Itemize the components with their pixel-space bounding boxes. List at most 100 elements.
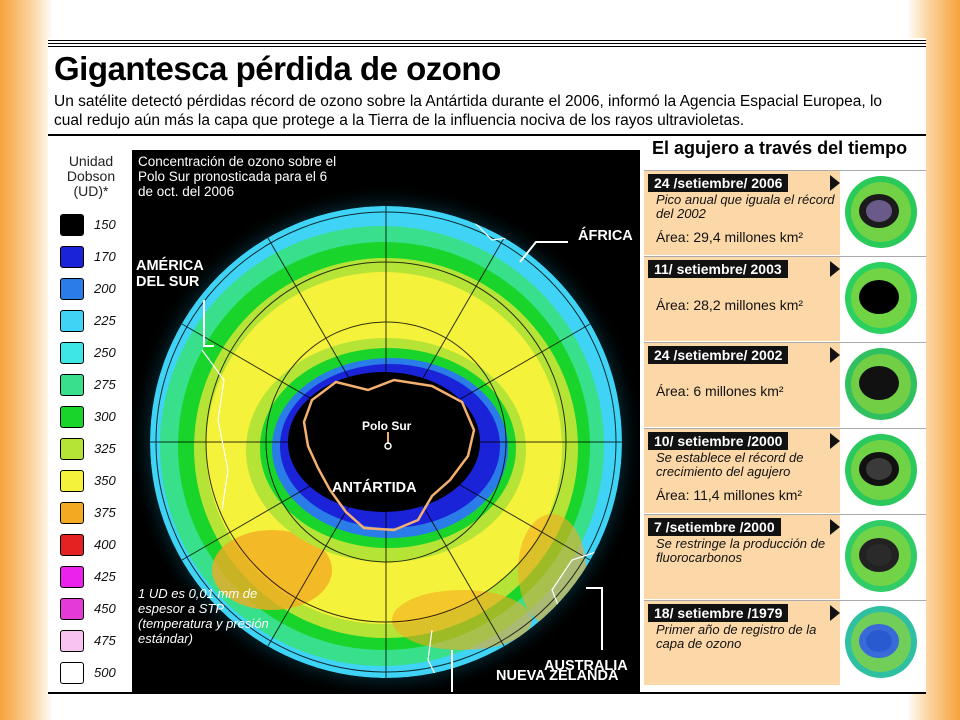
- top-rule: [48, 43, 926, 44]
- legend-swatch: [60, 630, 84, 652]
- legend-value: 375: [94, 505, 116, 520]
- ozone-patch: [392, 590, 532, 650]
- globe-graphic: [845, 606, 917, 678]
- legend-value: 475: [94, 633, 116, 648]
- new-zealand-leader: [451, 650, 453, 692]
- timeline-date: 10/ setiembre /2000: [648, 432, 789, 450]
- legend-item: 170: [60, 246, 132, 272]
- label-antarctica: ANTÁRTIDA: [332, 480, 417, 496]
- globe-core: [866, 630, 892, 652]
- antarctica-outline: [302, 378, 476, 532]
- legend-value: 150: [94, 217, 116, 232]
- infographic-panel: Gigantesca pérdida de ozono Un satélite …: [48, 38, 926, 694]
- label-south-pole: Polo Sur: [362, 419, 412, 433]
- arrow-right-icon: [830, 175, 840, 191]
- bottom-rule: [48, 692, 926, 694]
- timeline-area: Área: 28,2 millones km²: [656, 297, 804, 313]
- dobson-legend: Unidad Dobson (UD)* 150 170 200 225 250 275 30…: [56, 150, 128, 692]
- legend-swatch: [60, 374, 84, 396]
- legend-item: 225: [60, 310, 132, 336]
- timeline-heading: El agujero a través del tiempo: [652, 138, 908, 158]
- legend-item: 325: [60, 438, 132, 464]
- globe-graphic: [845, 348, 917, 420]
- legend-item: 425: [60, 566, 132, 592]
- arrow-right-icon: [830, 261, 840, 277]
- timeline-entry: 24 /setiembre/ 2006 Pico anual que iguala…: [644, 170, 926, 255]
- legend-value: 400: [94, 537, 116, 552]
- legend-value: 450: [94, 601, 116, 616]
- timeline-description: Se establece el récord de crecimiento de…: [656, 450, 804, 479]
- timeline-description: Se restringe la producción de fluorocarb…: [656, 536, 826, 565]
- page-subtitle: Un satélite detectó pérdidas récord de o…: [54, 93, 883, 129]
- australia-leader: [586, 587, 603, 650]
- legend-swatch: [60, 662, 84, 684]
- legend-swatch: [60, 534, 84, 556]
- label-new-zealand: NUEVA ZELANDA: [496, 668, 619, 684]
- legend-value: 425: [94, 569, 116, 584]
- ozone-globe-thumbnail: [844, 347, 918, 421]
- globe-graphic: [845, 262, 917, 334]
- legend-value: 350: [94, 473, 116, 488]
- globe-core: [866, 200, 892, 222]
- globe-graphic: [845, 520, 917, 592]
- timeline-area: Área: 29,4 millones km²: [656, 229, 804, 245]
- label-australia: AUSTRALIA: [544, 658, 628, 674]
- legend-item: 250: [60, 342, 132, 368]
- label-south-america: AMÉRICA DEL SUR: [136, 258, 204, 290]
- legend-swatch: [60, 598, 84, 620]
- page-title: Gigantesca pérdida de ozono: [54, 50, 501, 87]
- timeline-date: 11/ setiembre/ 2003: [648, 260, 788, 278]
- legend-item: 500: [60, 662, 132, 688]
- timeline-date: 18/ setiembre /1979: [648, 604, 789, 622]
- legend-swatch: [60, 438, 84, 460]
- map-caption: Concentración de ozono sobre el Polo Sur…: [138, 154, 337, 199]
- legend-item: 150: [60, 214, 132, 240]
- legend-swatch: [60, 278, 84, 300]
- legend-item: 350: [60, 470, 132, 496]
- legend-swatch: [60, 406, 84, 428]
- legend-value: 500: [94, 665, 116, 680]
- globe-core: [866, 286, 892, 308]
- globe-graphic: [845, 176, 917, 248]
- ozone-map-graphic: [132, 184, 640, 692]
- timeline-description: Pico anual que iguala el récord del 2002: [656, 192, 835, 221]
- timeline-area: Área: 11,4 millones km²: [656, 487, 803, 503]
- arrow-right-icon: [830, 433, 840, 449]
- timeline-area: Área: 6 millones km²: [656, 383, 784, 399]
- timeline-entry: 7 /setiembre /2000 Se restringe la produc…: [644, 514, 926, 599]
- africa-leader: [519, 241, 568, 263]
- timeline-description: Primer año de registro de la capa de ozo…: [656, 622, 817, 651]
- label-africa: ÁFRICA: [578, 228, 633, 244]
- legend-swatch: [60, 214, 84, 236]
- legend-swatch: [60, 470, 84, 492]
- arrow-right-icon: [830, 605, 840, 621]
- header-rule: [48, 134, 926, 136]
- south-america-outline: [201, 349, 229, 511]
- legend-swatch: [60, 310, 84, 332]
- legend-swatch: [60, 566, 84, 588]
- legend-item: 450: [60, 598, 132, 624]
- timeline-entry: 11/ setiembre/ 2003 Área: 28,2 millones k…: [644, 256, 926, 341]
- timeline-entry: 10/ setiembre /2000 Se establece el récor…: [644, 428, 926, 513]
- arrow-right-icon: [830, 347, 840, 363]
- timeline-date: 24 /setiembre/ 2006: [648, 174, 789, 192]
- ozone-globe-thumbnail: [844, 261, 918, 335]
- pole-marker: [384, 442, 392, 450]
- legend-item: 200: [60, 278, 132, 304]
- legend-item: 300: [60, 406, 132, 432]
- timeline-date: 24 /setiembre/ 2002: [648, 346, 789, 364]
- map-note: 1 UD es 0,01 mm de espesor a STP (temper…: [138, 586, 269, 646]
- legend-value: 170: [94, 249, 116, 264]
- legend-value: 300: [94, 409, 116, 424]
- arrow-right-icon: [830, 519, 840, 535]
- ozone-globe-thumbnail: [844, 175, 918, 249]
- south-america-leader: [203, 300, 214, 347]
- legend-value: 325: [94, 441, 116, 456]
- legend-swatch: [60, 502, 84, 524]
- legend-item: 400: [60, 534, 132, 560]
- globe-core: [866, 458, 892, 480]
- legend-value: 275: [94, 377, 116, 392]
- ozone-map: Concentración de ozono sobre el Polo Sur…: [132, 150, 640, 692]
- legend-title: Unidad Dobson (UD)*: [66, 153, 116, 199]
- legend-value: 225: [94, 313, 116, 328]
